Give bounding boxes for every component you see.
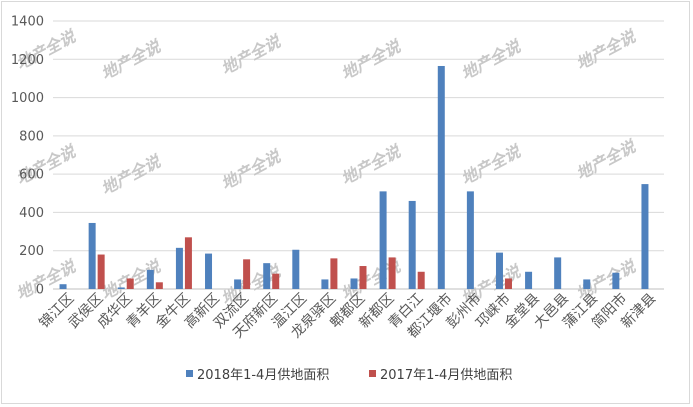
watermark-text: 地产全说	[573, 26, 640, 74]
legend-label: 2018年1-4月供地面积	[197, 368, 329, 383]
bar-2018	[554, 257, 562, 289]
watermark-text: 地产全说	[458, 141, 525, 189]
bar-2017	[97, 254, 105, 289]
watermark-text: 地产全说	[98, 151, 165, 199]
bars	[59, 65, 649, 289]
legend-swatch	[369, 370, 376, 377]
bar-2018	[59, 284, 67, 289]
bar-2018	[495, 252, 503, 289]
bar-2018	[466, 191, 474, 289]
watermark-text: 地产全说	[573, 136, 640, 184]
bar-2018	[234, 279, 242, 289]
bar-2018	[146, 269, 154, 289]
bar-2018	[583, 279, 591, 289]
bar-2018	[321, 279, 329, 289]
bar-2018	[263, 263, 271, 289]
bar-2018	[205, 253, 213, 289]
y-tick-label: 600	[19, 168, 44, 183]
bar-2017	[243, 259, 251, 289]
y-tick-label: 1400	[11, 15, 44, 30]
bar-2018	[408, 200, 416, 289]
bar-2017	[330, 258, 338, 289]
bar-2018	[175, 247, 183, 289]
legend: 2018年1-4月供地面积 2017年1-4月供地面积	[186, 368, 512, 383]
bar-2018	[117, 287, 125, 289]
legend-label: 2017年1-4月供地面积	[380, 368, 512, 383]
watermark-text: 地产全说	[218, 31, 285, 79]
bar-2017	[417, 271, 425, 289]
bar-2017	[272, 273, 280, 289]
watermark-text: 地产全说	[218, 146, 285, 194]
y-tick-label: 400	[19, 206, 44, 221]
bar-2017	[184, 237, 192, 289]
watermark-text: 地产全说	[338, 141, 405, 189]
bar-2018	[292, 249, 300, 289]
bar-2018	[612, 272, 620, 289]
bar-2018	[437, 65, 445, 289]
legend-swatch	[186, 370, 193, 377]
bar-2017	[126, 278, 134, 289]
bar-2018	[379, 191, 387, 289]
y-tick-label: 800	[19, 129, 44, 144]
bar-2017	[504, 278, 512, 289]
bar-2018	[350, 278, 358, 289]
bar-2018	[641, 184, 649, 289]
y-tick-label: 200	[19, 244, 44, 259]
bar-2017	[155, 282, 163, 289]
y-axis-ticks: 0 200 400 600 800 1000 1200 1400	[11, 15, 44, 298]
gridlines	[53, 20, 664, 290]
bar-2017	[388, 257, 396, 289]
bar-2017	[359, 266, 367, 289]
y-tick-label: 0	[36, 283, 44, 298]
bar-2018	[88, 222, 96, 289]
bar-2018	[525, 271, 533, 289]
y-tick-label: 1000	[11, 91, 44, 106]
y-tick-label: 1200	[11, 53, 44, 68]
